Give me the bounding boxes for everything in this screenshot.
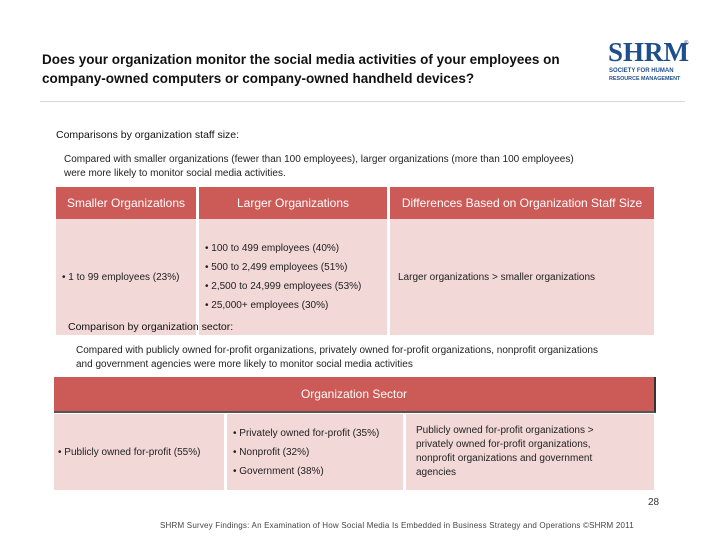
list-item: • Privately owned for-profit (35%) [233, 427, 380, 439]
footer-text: SHRM Survey Findings: An Examination of … [160, 521, 634, 530]
section2-description: Compared with publicly owned for-profit … [76, 345, 598, 370]
sector-difference-text: Publicly owned for-profit organizations … [416, 425, 594, 478]
col-larger-header: Larger Organizations [197, 187, 390, 219]
col-smaller-header: Smaller Organizations [56, 187, 199, 219]
staff-size-table: Smaller Organizations Larger Organizatio… [56, 187, 654, 335]
logo-text: SHRM [608, 37, 689, 67]
sector-table: • Publicly owned for-profit (55%) • Priv… [54, 414, 654, 490]
col-difference-header: Differences Based on Organization Staff … [388, 187, 654, 219]
sector-col2-cell: • Privately owned for-profit (35%) • Non… [225, 414, 406, 490]
difference-text: Larger organizations > smaller organizat… [398, 271, 596, 283]
list-item: • Nonprofit (32%) [233, 446, 310, 458]
section2-heading: Comparison by organization sector: [68, 321, 234, 333]
smaller-cell: • 1 to 99 employees (23%) [56, 219, 199, 335]
logo-registered: ® [684, 40, 689, 47]
shrm-logo: SHRM ® SOCIETY FOR HUMAN RESOURCE MANAGE… [608, 37, 689, 82]
sector-col3-cell: Publicly owned for-profit organizations … [404, 414, 654, 490]
page-number: 28 [648, 497, 660, 508]
list-item: • 2,500 to 24,999 employees (53%) [205, 281, 362, 292]
sector-col1-cell: • Publicly owned for-profit (55%) [54, 414, 227, 490]
title-divider [40, 101, 685, 102]
logo-line2: RESOURCE MANAGEMENT [609, 76, 681, 82]
difference-cell: Larger organizations > smaller organizat… [388, 219, 654, 335]
larger-cell: • 100 to 499 employees (40%) • 500 to 2,… [197, 219, 390, 335]
list-item: • 1 to 99 employees (23%) [62, 271, 180, 283]
sector-header: Organization Sector [54, 377, 656, 413]
list-item: • Government (38%) [233, 465, 324, 477]
section1-heading: Comparisons by organization staff size: [56, 129, 240, 141]
list-item: • Publicly owned for-profit (55%) [58, 446, 201, 458]
page-title: Does your organization monitor the socia… [42, 52, 560, 86]
section1-description: Compared with smaller organizations (few… [64, 154, 574, 179]
list-item: • 500 to 2,499 employees (51%) [205, 262, 348, 273]
logo-line1: SOCIETY FOR HUMAN [609, 68, 674, 74]
list-item: • 100 to 499 employees (40%) [205, 243, 340, 254]
list-item: • 25,000+ employees (30%) [205, 300, 329, 311]
